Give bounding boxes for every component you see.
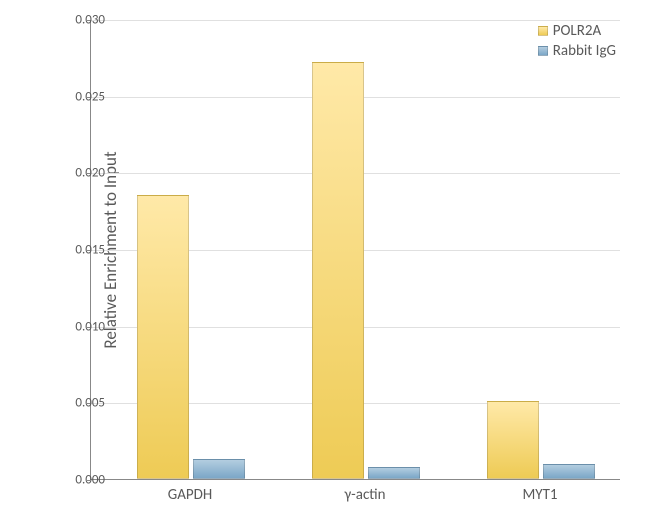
gridline <box>91 20 620 21</box>
ytick-mark <box>86 20 90 21</box>
legend: POLR2A Rabbit IgG <box>538 22 616 62</box>
ytick-mark <box>86 97 90 98</box>
legend-label-1: Rabbit IgG <box>553 42 616 60</box>
ytick-label: 0.005 <box>55 396 105 411</box>
ytick-mark <box>86 403 90 404</box>
bar-Rabbit-IgG-GAPDH <box>193 459 245 479</box>
legend-swatch-1 <box>538 46 548 56</box>
bar-Rabbit-IgG-MYT1 <box>543 464 595 479</box>
xtick-label: GAPDH <box>168 486 212 504</box>
xtick-label: γ-actin <box>344 486 385 504</box>
bar-POLR2A-GAPDH <box>137 195 189 479</box>
ytick-label: 0.025 <box>55 89 105 104</box>
ytick-label: 0.010 <box>55 319 105 334</box>
ytick-label: 0.000 <box>55 473 105 488</box>
bar-POLR2A-γ-actin <box>312 62 364 479</box>
xtick-label: MYT1 <box>522 486 557 504</box>
legend-swatch-0 <box>538 26 548 36</box>
ytick-mark <box>86 250 90 251</box>
ytick-label: 0.030 <box>55 13 105 28</box>
bar-POLR2A-MYT1 <box>487 401 539 479</box>
legend-label-0: POLR2A <box>553 22 601 40</box>
chart-container: Relative Enrichment to Input POLR2A Rabb… <box>0 0 650 530</box>
bar-Rabbit-IgG-γ-actin <box>368 467 420 479</box>
ytick-label: 0.015 <box>55 243 105 258</box>
plot-area <box>90 20 620 480</box>
legend-item-0: POLR2A <box>538 22 616 40</box>
ytick-label: 0.020 <box>55 166 105 181</box>
ytick-mark <box>86 327 90 328</box>
ytick-mark <box>86 480 90 481</box>
legend-item-1: Rabbit IgG <box>538 42 616 60</box>
ytick-mark <box>86 173 90 174</box>
